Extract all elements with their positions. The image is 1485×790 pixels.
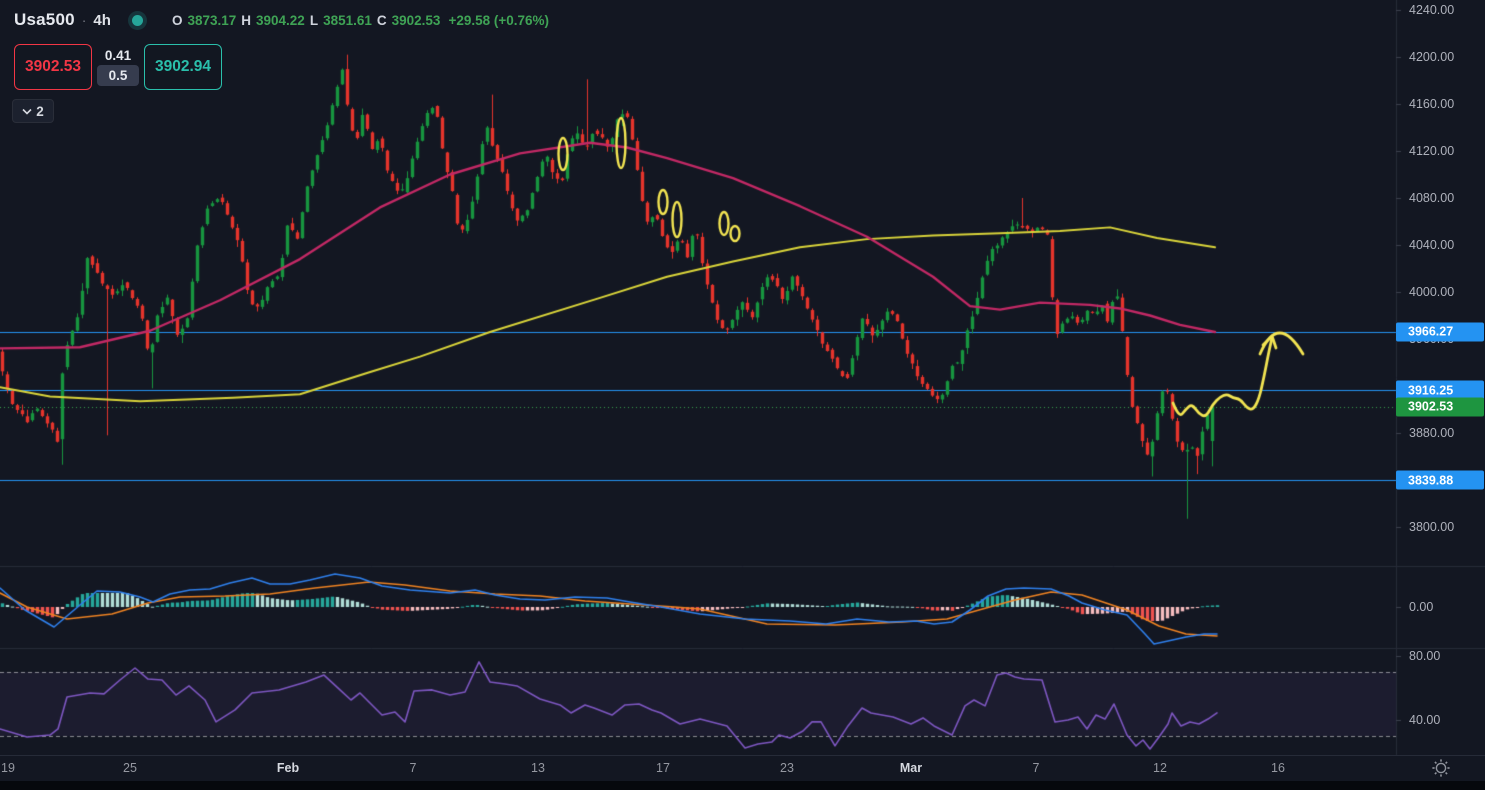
time-axis[interactable] bbox=[0, 755, 1485, 781]
order-panel: 3902.53 0.41 0.5 3902.94 bbox=[14, 44, 222, 90]
level-price-tag[interactable]: 3916.25 bbox=[1396, 380, 1484, 400]
ohlc-readout: O 3873.17 H 3904.22 L 3851.61 C 3902.53 … bbox=[172, 13, 549, 28]
price-tick-label: 3800.00 bbox=[1409, 520, 1455, 534]
spread-value-top: 0.41 bbox=[104, 48, 132, 63]
close-value: 3902.53 bbox=[391, 12, 441, 28]
time-axis-label: 19 bbox=[1, 761, 15, 775]
time-axis-label: Feb bbox=[276, 761, 300, 775]
buy-price: 3902.94 bbox=[154, 58, 212, 75]
price-tick-label: 4240.00 bbox=[1409, 3, 1455, 17]
market-status-icon[interactable] bbox=[131, 14, 143, 26]
sell-button[interactable]: 3902.53 bbox=[14, 44, 92, 90]
level-price-tag[interactable]: 3966.27 bbox=[1396, 322, 1484, 342]
symbol-legend: Usa500 · 4h O 3873.17 H 3904.22 L 3851.6… bbox=[14, 10, 549, 30]
bottom-strip bbox=[0, 781, 1485, 790]
time-axis-label: 25 bbox=[123, 761, 137, 775]
spread-display: 0.41 0.5 bbox=[92, 48, 144, 86]
change-value: +29.58 (+0.76%) bbox=[448, 12, 550, 28]
symbol-name[interactable]: Usa500 bbox=[14, 10, 75, 29]
price-tick-label: 4040.00 bbox=[1409, 238, 1455, 252]
price-tick-label: 4000.00 bbox=[1409, 285, 1455, 299]
indicator-tick-label: 80.00 bbox=[1409, 649, 1441, 663]
gear-icon bbox=[1432, 759, 1450, 777]
price-tick-label: 3880.00 bbox=[1409, 426, 1455, 440]
chevron-down-icon bbox=[22, 108, 32, 115]
low-label: L bbox=[309, 12, 319, 28]
low-value: 3851.61 bbox=[323, 12, 372, 28]
close-label: C bbox=[376, 12, 387, 28]
price-tick-label: 4080.00 bbox=[1409, 191, 1455, 205]
time-axis-label: 17 bbox=[656, 761, 670, 775]
high-label: H bbox=[241, 12, 252, 28]
last-price-tag[interactable]: 3902.53 bbox=[1396, 397, 1484, 417]
time-axis-label: 23 bbox=[780, 761, 794, 775]
chart-count-value: 2 bbox=[36, 103, 44, 119]
time-axis-label: 13 bbox=[531, 761, 545, 775]
time-axis-label: 7 bbox=[1032, 761, 1040, 775]
price-tick-label: 4200.00 bbox=[1409, 50, 1455, 64]
time-axis-label: 16 bbox=[1271, 761, 1285, 775]
axis-settings-button[interactable] bbox=[1428, 756, 1454, 780]
time-axis-label: 12 bbox=[1153, 761, 1167, 775]
indicator-tick-label: 0.00 bbox=[1409, 600, 1434, 614]
price-tick-label: 4120.00 bbox=[1409, 144, 1455, 158]
open-value: 3873.17 bbox=[187, 12, 237, 28]
spread-chip[interactable]: 0.5 bbox=[96, 65, 140, 86]
sell-price: 3902.53 bbox=[24, 58, 82, 75]
chart-count-dropdown[interactable]: 2 bbox=[12, 99, 54, 123]
indicator-tick-label: 40.00 bbox=[1409, 713, 1441, 727]
time-axis-label: 7 bbox=[409, 761, 417, 775]
level-price-tag[interactable]: 3839.88 bbox=[1396, 470, 1484, 490]
timeframe-label[interactable]: 4h bbox=[93, 11, 111, 29]
buy-button[interactable]: 3902.94 bbox=[144, 44, 222, 90]
price-tick-label: 4160.00 bbox=[1409, 97, 1455, 111]
open-label: O bbox=[171, 12, 183, 28]
high-value: 3904.22 bbox=[256, 12, 305, 28]
legend-separator: · bbox=[81, 12, 87, 28]
time-axis-label: Mar bbox=[899, 761, 923, 775]
